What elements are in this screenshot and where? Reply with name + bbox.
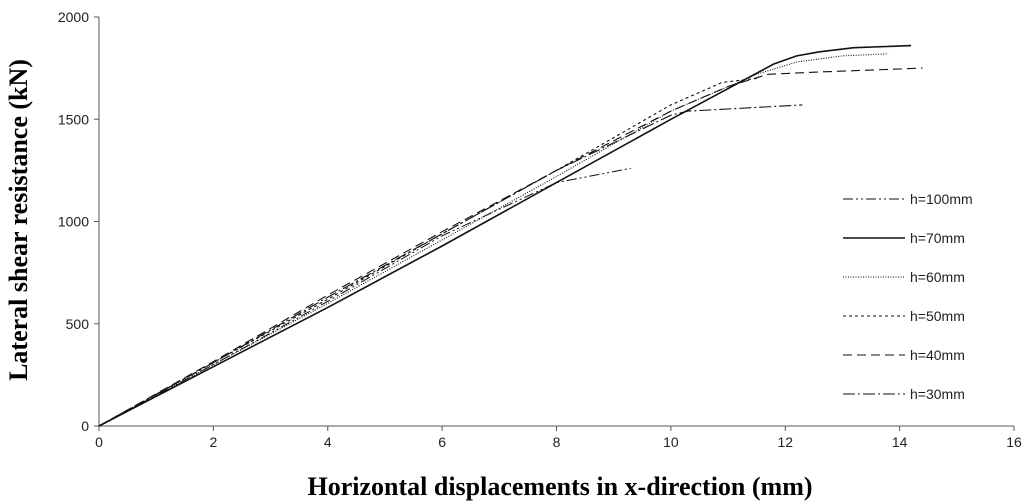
series-line-h-40mm	[98, 67, 923, 427]
x-tick-label: 12	[777, 434, 793, 450]
series-line-h-70mm	[98, 44, 912, 427]
x-tick-label: 6	[438, 434, 446, 450]
series-line-h-30mm	[98, 104, 803, 427]
x-axis-title: Horizontal displacements in x-direction …	[307, 472, 812, 501]
y-tick-label: 0	[81, 418, 89, 434]
legend-label: h=50mm	[910, 308, 965, 324]
series-line-h-60mm	[98, 53, 889, 427]
y-tick-label: 500	[66, 316, 90, 332]
y-tick-label: 2000	[58, 9, 89, 25]
series-layer	[98, 44, 923, 427]
legend-label: h=30mm	[910, 386, 965, 402]
axes: 0 2 4 6 8 10 12 14 16 0 500 1000 1500 2000	[58, 9, 1022, 450]
x-tick-label: 10	[663, 434, 679, 450]
y-tick-label: 1500	[58, 111, 89, 127]
x-tick-label: 16	[1006, 434, 1022, 450]
y-tick-label: 1000	[58, 214, 89, 230]
legend-label: h=40mm	[910, 347, 965, 363]
series-line-h-50mm	[98, 77, 757, 427]
legend-label: h=60mm	[910, 269, 965, 285]
x-tick-label: 14	[892, 434, 908, 450]
legend-label: h=100mm	[910, 191, 973, 207]
x-tick-label: 0	[95, 434, 103, 450]
y-axis-title: Lateral shear resistance (kN)	[4, 59, 33, 381]
series-line-h-100mm	[98, 167, 631, 427]
x-tick-label: 8	[553, 434, 561, 450]
legend: h=100mm h=70mm h=60mm h=50mm h=40mm h=30mm	[843, 191, 973, 402]
x-tick-label: 4	[324, 434, 332, 450]
legend-label: h=70mm	[910, 230, 965, 246]
x-tick-label: 2	[209, 434, 217, 450]
